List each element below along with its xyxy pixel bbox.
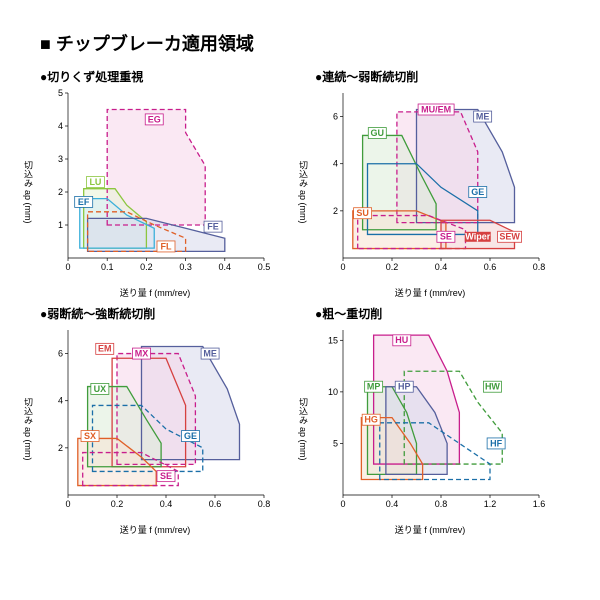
svg-text:0.4: 0.4 — [160, 499, 173, 509]
chart-wrap: 切込み ap (mm) 00.10.20.30.40.512345EGLUEFF… — [40, 87, 270, 297]
svg-text:0.6: 0.6 — [209, 499, 222, 509]
chart-wrap: 切込み ap (mm) 00.20.40.60.8246MEMXEMUXGESX… — [40, 324, 270, 534]
svg-text:HP: HP — [398, 382, 411, 392]
svg-text:SX: SX — [84, 431, 96, 441]
svg-text:0.8: 0.8 — [435, 499, 448, 509]
svg-text:0: 0 — [65, 499, 70, 509]
svg-text:5: 5 — [58, 88, 63, 98]
svg-text:0: 0 — [340, 499, 345, 509]
svg-text:0.3: 0.3 — [179, 262, 192, 272]
svg-text:0.4: 0.4 — [435, 262, 448, 272]
svg-text:1.6: 1.6 — [533, 499, 545, 509]
svg-text:0.1: 0.1 — [101, 262, 114, 272]
svg-text:0: 0 — [340, 262, 345, 272]
svg-text:0.8: 0.8 — [258, 499, 270, 509]
svg-text:0.4: 0.4 — [219, 262, 232, 272]
svg-text:MP: MP — [367, 382, 381, 392]
svg-text:HW: HW — [485, 382, 500, 392]
svg-text:SE: SE — [160, 471, 172, 481]
panel-0: ●切りくず処理重視 切込み ap (mm) 00.10.20.30.40.512… — [40, 68, 285, 297]
svg-text:ME: ME — [476, 111, 490, 121]
chart-svg: 0 0.4 0.8 1.2 1.6 5 10 15 HU HW MP HP HG HF — [315, 324, 545, 519]
svg-text:LU: LU — [89, 177, 101, 187]
svg-text:SEW: SEW — [499, 232, 520, 242]
svg-text:2: 2 — [58, 443, 63, 453]
svg-text:0.6: 0.6 — [484, 262, 497, 272]
y-axis-label: 切込み ap (mm) — [22, 398, 35, 461]
x-axis-label: 送り量 f (mm/rev) — [395, 523, 466, 536]
y-axis-label: 切込み ap (mm) — [297, 398, 310, 461]
svg-text:4: 4 — [333, 159, 338, 169]
chart-svg: 0 0.2 0.4 0.6 0.8 2 4 6 ME MU/EM GU GE SU SE SEW Wiper — [315, 87, 545, 282]
svg-text:0.2: 0.2 — [140, 262, 153, 272]
chart-grid: ●切りくず処理重視 切込み ap (mm) 0 0.1 0.2 0.3 0.4 0.5 1 2… — [40, 68, 560, 534]
svg-text:1: 1 — [58, 220, 63, 230]
svg-text:4: 4 — [58, 396, 63, 406]
panel-title: ●連続～弱断続切削 — [315, 68, 560, 85]
panel-title: ●粗～重切削 — [315, 305, 560, 322]
panel-3: ●粗～重切削 切込み ap (mm) 00.40.81.21.651015HUH… — [315, 305, 560, 534]
svg-text:MX: MX — [135, 348, 149, 358]
svg-text:3: 3 — [58, 154, 63, 164]
svg-text:SU: SU — [356, 208, 369, 218]
chart-wrap: 切込み ap (mm) 00.20.40.60.8246MEMU/EMGUGES… — [315, 87, 545, 297]
svg-text:GU: GU — [371, 128, 385, 138]
panel-2: ●弱断続～強断続切削 切込み ap (mm) 00.20.40.60.8246M… — [40, 305, 285, 534]
svg-text:HU: HU — [395, 335, 408, 345]
svg-text:10: 10 — [328, 387, 338, 397]
svg-text:6: 6 — [58, 349, 63, 359]
chart-svg: 0 0.2 0.4 0.6 0.8 2 4 6 ME MX EM UX GE SX SE — [40, 324, 270, 519]
svg-text:ME: ME — [203, 348, 217, 358]
panel-title: ●切りくず処理重視 — [40, 68, 285, 85]
svg-text:0.4: 0.4 — [386, 499, 399, 509]
main-title: ■ チップブレーカ適用領域 — [40, 30, 560, 56]
panel-title: ●弱断続～強断続切削 — [40, 305, 285, 322]
svg-text:0.2: 0.2 — [386, 262, 399, 272]
svg-text:GE: GE — [184, 431, 197, 441]
chart-wrap: 切込み ap (mm) 00.40.81.21.651015HUHWMPHPHG… — [315, 324, 545, 534]
svg-text:HG: HG — [364, 415, 378, 425]
svg-text:2: 2 — [58, 187, 63, 197]
svg-text:1.2: 1.2 — [484, 499, 497, 509]
svg-text:0.2: 0.2 — [111, 499, 124, 509]
x-axis-label: 送り量 f (mm/rev) — [120, 286, 191, 299]
y-axis-label: 切込み ap (mm) — [297, 161, 310, 224]
x-axis-label: 送り量 f (mm/rev) — [395, 286, 466, 299]
x-axis-label: 送り量 f (mm/rev) — [120, 523, 191, 536]
svg-text:0.5: 0.5 — [258, 262, 270, 272]
svg-text:5: 5 — [333, 438, 338, 448]
svg-text:0: 0 — [65, 262, 70, 272]
svg-text:Wiper: Wiper — [465, 232, 490, 242]
svg-text:EG: EG — [148, 114, 161, 124]
svg-text:FE: FE — [207, 222, 219, 232]
svg-text:HF: HF — [490, 438, 502, 448]
svg-text:EM: EM — [98, 344, 112, 354]
svg-text:2: 2 — [333, 206, 338, 216]
svg-text:0.8: 0.8 — [533, 262, 545, 272]
svg-text:MU/EM: MU/EM — [421, 104, 451, 114]
svg-text:4: 4 — [58, 121, 63, 131]
svg-text:6: 6 — [333, 112, 338, 122]
svg-text:UX: UX — [94, 384, 107, 394]
svg-text:SE: SE — [440, 232, 452, 242]
svg-text:EF: EF — [78, 197, 90, 207]
svg-text:FL: FL — [161, 241, 172, 251]
svg-text:GE: GE — [471, 187, 484, 197]
svg-text:15: 15 — [328, 335, 338, 345]
panel-1: ●連続～弱断続切削 切込み ap (mm) 00.20.40.60.8246ME… — [315, 68, 560, 297]
y-axis-label: 切込み ap (mm) — [22, 161, 35, 224]
chart-svg: 0 0.1 0.2 0.3 0.4 0.5 1 2 3 4 5 EG LU EF FE FL — [40, 87, 270, 282]
